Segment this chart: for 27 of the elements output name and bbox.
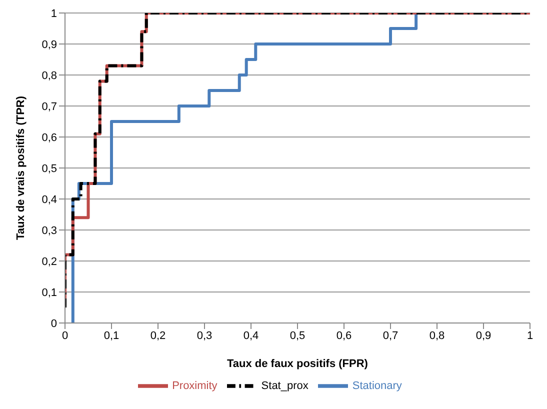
legend-label: Stationary [352, 380, 402, 392]
y-tick-label: 1 [50, 8, 57, 20]
y-tick-label: 0,4 [42, 194, 57, 206]
x-axis-title: Taux de faux positifs (FPR) [227, 358, 368, 370]
y-tick-label: 0,1 [42, 286, 57, 299]
y-tick-label: 0,2 [42, 256, 57, 268]
y-tick-label: 0,3 [42, 224, 57, 237]
y-tick-label: 0 [50, 318, 57, 330]
x-tick-label: 0,8 [429, 330, 445, 342]
y-tick-label: 0,7 [42, 100, 57, 113]
x-tick-label: 0,1 [104, 330, 120, 342]
y-axis-title: Taux de vrais positifs (TPR) [14, 96, 27, 240]
y-tick-label: 0,8 [42, 70, 57, 82]
x-tick-label: 0,2 [150, 330, 166, 342]
x-tick-label: 0,9 [476, 330, 492, 342]
x-tick-label: 0,5 [290, 330, 306, 342]
x-tick-label: 0,4 [243, 330, 259, 342]
x-tick-label: 0 [62, 330, 68, 342]
legend-label: Proximity [172, 380, 218, 392]
x-tick-label: 1 [526, 330, 534, 342]
y-tick-label: 0,6 [42, 132, 57, 144]
x-tick-label: 0,3 [196, 330, 212, 342]
legend-label: Stat_prox [261, 380, 308, 392]
y-tick-label: 0,9 [42, 38, 57, 51]
x-tick-label: 0,7 [382, 330, 398, 342]
y-tick-label: 0,5 [42, 162, 57, 175]
x-tick-label: 0,6 [336, 330, 352, 342]
